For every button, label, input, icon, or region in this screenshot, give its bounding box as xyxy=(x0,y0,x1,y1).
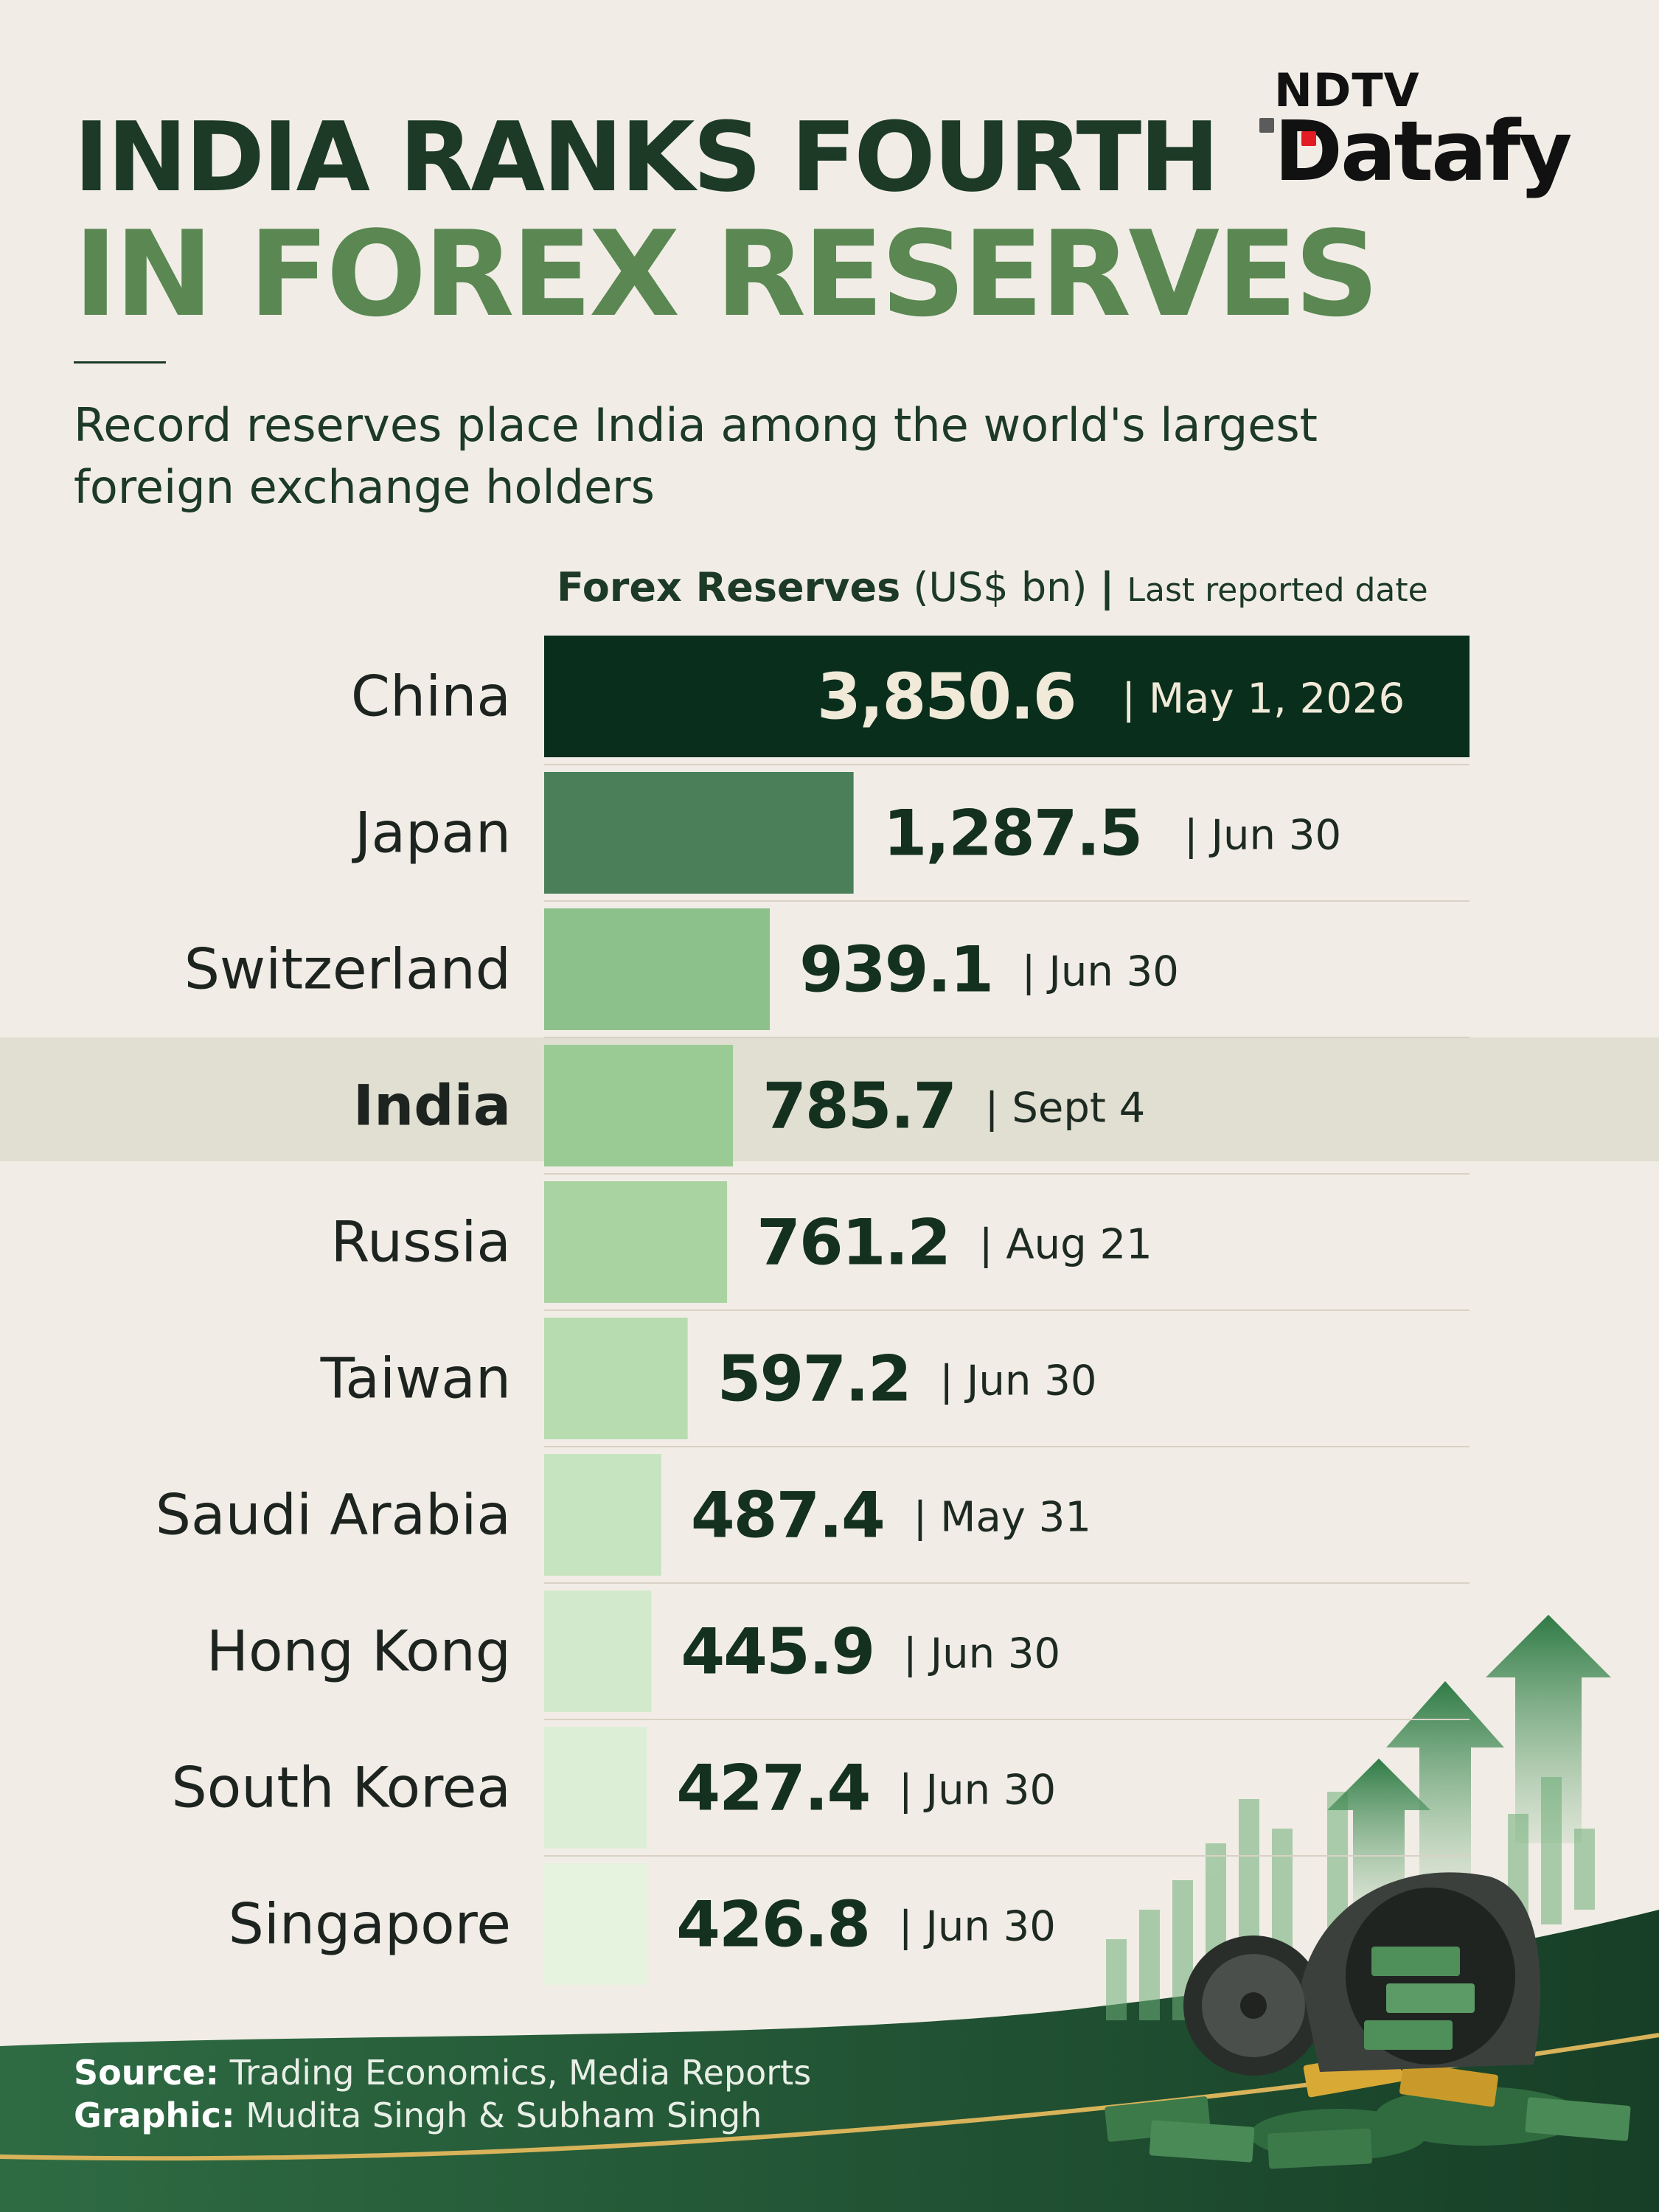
bar-switzerland xyxy=(544,908,771,1030)
bar-taiwan xyxy=(544,1318,688,1439)
highlight-band xyxy=(0,1037,1659,1161)
legend-separator: | xyxy=(1099,564,1115,611)
growth-arrows-icon xyxy=(1327,1615,1611,1910)
credits: Source: Trading Economics, Media Reports… xyxy=(74,2051,811,2137)
value-label: 785.7 xyxy=(762,1070,956,1144)
graphic-label: Graphic: xyxy=(74,2096,235,2135)
date-label: | Jun 30 xyxy=(939,1357,1096,1405)
brand-top-text: NDTV xyxy=(1274,63,1420,117)
graphic-line: Graphic: Mudita Singh & Subham Singh xyxy=(74,2094,811,2137)
graphic-text: Mudita Singh & Subham Singh xyxy=(246,2096,762,2135)
legend-date-label: Last reported date xyxy=(1127,571,1428,609)
value-label: 3,850.6 xyxy=(817,661,1076,734)
brand-red-dot-icon xyxy=(1301,131,1316,146)
chart-legend: Forex Reserves (US$ bn) | Last reported … xyxy=(557,568,1428,608)
legend-measure: Forex Reserves xyxy=(557,564,901,611)
title-divider xyxy=(74,361,166,364)
title-line-1: INDIA RANKS FOURTH xyxy=(74,101,1220,213)
bars-group: China 3,850.6 | May 1, 2026 Japan 1,287.5 | J… xyxy=(156,636,1470,1985)
source-text: Trading Economics, Media Reports xyxy=(229,2053,812,2093)
date-label: | May 31 xyxy=(913,1494,1091,1542)
bar-hong-kong xyxy=(544,1590,652,1712)
category-label: Japan xyxy=(352,800,511,866)
date-label: | Jun 30 xyxy=(903,1630,1060,1678)
category-label: South Korea xyxy=(172,1755,512,1820)
bar-russia xyxy=(544,1181,728,1303)
brand-gray-dot-icon xyxy=(1259,118,1274,133)
value-label: 939.1 xyxy=(799,933,992,1007)
value-label: 427.4 xyxy=(676,1752,869,1826)
value-label: 426.8 xyxy=(676,1888,869,1962)
source-label: Source: xyxy=(74,2053,220,2093)
value-label: 761.2 xyxy=(757,1206,950,1280)
legend-unit: (US$ bn) xyxy=(913,564,1088,611)
date-label: | Jun 30 xyxy=(1022,948,1179,996)
value-label: 1,287.5 xyxy=(883,797,1142,871)
value-label: 597.2 xyxy=(717,1343,911,1416)
value-label: 487.4 xyxy=(691,1479,884,1553)
category-label: Taiwan xyxy=(320,1346,511,1411)
source-line: Source: Trading Economics, Media Reports xyxy=(74,2051,811,2094)
bar-south-korea xyxy=(544,1727,647,1848)
vault-money-illustration-icon xyxy=(1105,1872,1631,2169)
date-label: | Jun 30 xyxy=(1184,812,1341,860)
bar-india xyxy=(544,1045,734,1166)
category-label: Singapore xyxy=(229,1891,511,1957)
category-label: Saudi Arabia xyxy=(156,1482,511,1548)
category-label: Russia xyxy=(331,1209,511,1275)
category-label: Hong Kong xyxy=(206,1618,511,1684)
category-label: India xyxy=(353,1073,511,1138)
date-label: | May 1, 2026 xyxy=(1121,675,1405,723)
value-label: 445.9 xyxy=(681,1615,874,1689)
brand-main-text: Datafy xyxy=(1274,104,1572,200)
date-label: | Jun 30 xyxy=(899,1903,1056,1951)
bar-saudi-arabia xyxy=(544,1454,661,1576)
category-label: China xyxy=(351,664,511,729)
bar-china xyxy=(544,636,1470,757)
bar-japan xyxy=(544,772,854,894)
date-label: | Aug 21 xyxy=(979,1221,1152,1269)
date-label: | Sept 4 xyxy=(985,1085,1146,1133)
bar-singapore xyxy=(544,1863,647,1985)
date-label: | Jun 30 xyxy=(899,1767,1056,1815)
title-line-2: IN FOREX RESERVES xyxy=(74,205,1380,343)
category-label: Switzerland xyxy=(184,936,511,1002)
subtitle: Record reserves place India among the wo… xyxy=(74,398,1318,514)
